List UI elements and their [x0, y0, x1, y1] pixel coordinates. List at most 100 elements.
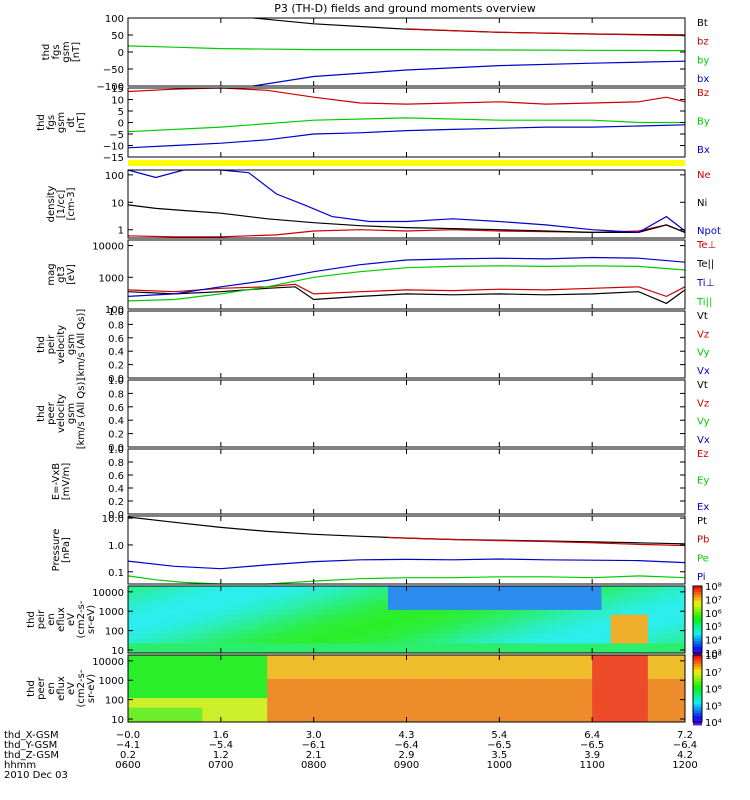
spectrogram-cell	[471, 600, 482, 606]
spectrogram-cell	[657, 638, 668, 645]
spectrogram-cell	[285, 605, 296, 611]
spectrogram-cell	[397, 688, 408, 694]
spectrogram-cell	[657, 664, 668, 670]
spectrogram-cell	[434, 586, 445, 592]
spectrogram-cell	[629, 702, 640, 709]
spectrogram-cell	[480, 655, 491, 661]
spectrogram-cell	[415, 693, 426, 699]
spectrogram-cell	[267, 609, 278, 616]
spectrogram-cell	[490, 702, 500, 709]
spectrogram-cell	[332, 609, 343, 616]
spectrogram-cell	[490, 707, 500, 714]
spectrogram-cell	[239, 595, 250, 601]
spectrogram-cell	[620, 712, 630, 718]
spectrogram-cell	[341, 683, 352, 690]
spectrogram-cell	[415, 605, 426, 611]
spectrogram-cell	[257, 688, 268, 694]
colorbar-step	[693, 650, 702, 654]
spectrogram-cell	[378, 717, 389, 722]
x-axis-row-label: thd_X-GSM	[4, 730, 59, 741]
colorbar-step	[693, 716, 702, 720]
colorbar-tick-label: 10⁷	[705, 668, 722, 679]
spectrogram-cell	[527, 586, 538, 592]
spectrogram-cell	[610, 629, 621, 635]
spectrogram-cell	[517, 698, 528, 704]
spectrogram-cell	[555, 664, 565, 670]
spectrogram-cell	[462, 688, 473, 694]
spectrogram-cell	[443, 698, 454, 704]
spectrogram-cell	[675, 683, 685, 690]
spectrogram-cell	[620, 717, 630, 722]
spectrogram-cell	[369, 633, 380, 640]
spectrogram-cell	[555, 590, 565, 597]
spectrogram-cell	[666, 600, 677, 606]
spectrogram-cell	[452, 629, 463, 635]
spectrogram-cell	[276, 633, 287, 640]
spectrogram-cell	[211, 619, 222, 625]
spectrogram-cell	[350, 629, 361, 635]
spectrogram-cell	[146, 712, 157, 718]
spectrogram-cell	[192, 683, 203, 690]
spectrogram-cell	[341, 669, 352, 675]
panel-frame	[127, 310, 686, 379]
spectrogram-cell	[582, 698, 593, 704]
spectrogram-cell	[601, 693, 612, 699]
spectrogram-cell	[174, 600, 185, 606]
spectrogram-cell	[155, 669, 166, 675]
spectrogram-cell	[350, 595, 361, 601]
spectrogram-cell	[230, 683, 240, 690]
spectrogram-cell	[267, 712, 278, 718]
spectrogram-cell	[350, 702, 361, 709]
spectrogram-cell	[425, 595, 435, 601]
spectrogram-cell	[378, 638, 389, 645]
spectrogram-cell	[332, 638, 343, 645]
spectrogram-cell	[322, 614, 333, 621]
spectrogram-cell	[341, 717, 352, 722]
spectrogram-cell	[629, 693, 640, 699]
spectrogram-cell	[620, 659, 630, 666]
spectrogram-cell	[230, 633, 240, 640]
spectrogram-cell	[536, 638, 547, 645]
spectrogram-cell	[582, 590, 593, 597]
y-axis-label-line: peer	[46, 401, 57, 425]
spectrogram-cell	[128, 669, 138, 675]
spectrogram-cell	[666, 698, 677, 704]
colorbar-step	[693, 638, 702, 642]
spectrogram-cell	[573, 629, 584, 635]
spectrogram-cell	[555, 648, 565, 653]
spectrogram-cell	[397, 600, 408, 606]
spectrogram-cell	[387, 590, 398, 597]
spectrogram-cell	[267, 707, 278, 714]
spectrogram-cell	[397, 712, 408, 718]
spectrogram-cell	[629, 619, 640, 625]
spectrogram-cell	[480, 629, 491, 635]
spectrogram-cell	[666, 707, 677, 714]
spectrogram-cell	[610, 698, 621, 704]
spectrogram-cell	[564, 674, 575, 680]
spectrogram-cell	[155, 664, 166, 670]
spectrogram-cell	[638, 664, 649, 670]
spectrogram-cell	[620, 629, 630, 635]
spectrogram-cell	[248, 664, 259, 670]
spectrogram-cell	[183, 624, 194, 630]
spectrogram-cell	[517, 614, 528, 621]
spectrogram-cell	[285, 707, 296, 714]
spectrogram-cell	[267, 678, 278, 685]
spectrogram-cell	[295, 659, 305, 666]
spectrogram-cell	[657, 659, 668, 666]
spectrogram-cell	[155, 605, 166, 611]
spectrogram-cell	[452, 707, 463, 714]
spectrogram-cell	[183, 659, 194, 666]
spectrogram-cell	[267, 590, 278, 597]
y-tick-label: −50	[103, 65, 124, 76]
colorbar-step	[693, 704, 702, 708]
spectrogram-cell	[220, 702, 231, 709]
spectrogram-cell	[285, 664, 296, 670]
spectrogram-cell	[137, 683, 148, 690]
spectrogram-cell	[555, 693, 565, 699]
spectrogram-cell	[313, 659, 324, 666]
spectrogram-cell	[620, 605, 630, 611]
spectrogram-cell	[508, 586, 519, 592]
spectrogram-cell	[220, 605, 231, 611]
